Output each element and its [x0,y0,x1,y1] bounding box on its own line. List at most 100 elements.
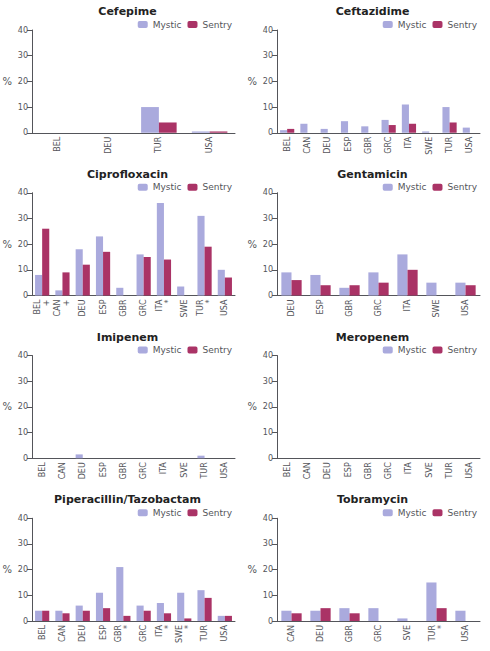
svg-text:%: % [2,76,12,87]
svg-text:10: 10 [263,591,273,600]
svg-text:CAN: CAN [303,462,312,479]
svg-text:30: 30 [263,214,273,223]
svg-text:Sentry: Sentry [447,182,477,192]
svg-text:Sentry: Sentry [202,508,232,518]
svg-text:GRC: GRC [139,462,148,479]
svg-text:Ceftazidime: Ceftazidime [336,5,410,18]
svg-text:*: * [205,300,214,304]
svg-text:DEU: DEU [323,462,332,479]
svg-text:30: 30 [263,51,273,60]
svg-text:40: 40 [18,188,28,197]
svg-text:Sentry: Sentry [202,182,232,192]
svg-text:Sentry: Sentry [447,345,477,355]
svg-text:TUR: TUR [196,299,205,317]
svg-text:DEU: DEU [78,625,87,642]
svg-text:TUR: TUR [445,136,454,154]
svg-text:BEL: BEL [283,136,292,152]
svg-text:GBR: GBR [364,462,373,480]
svg-text:DEU: DEU [104,137,113,154]
svg-text:SWE: SWE [425,137,434,155]
svg-text:USA: USA [461,299,470,316]
svg-text:0: 0 [268,128,273,137]
svg-text:*: * [184,625,193,629]
svg-text:USA: USA [220,462,229,479]
svg-text:BEL: BEL [283,462,292,478]
svg-text:0: 0 [23,617,28,626]
svg-text:10: 10 [18,591,28,600]
svg-text:+: + [62,300,71,307]
svg-text:20: 20 [18,77,28,86]
svg-text:GBR: GBR [119,299,128,317]
svg-text:GRC: GRC [374,299,383,316]
svg-text:Gentamicin: Gentamicin [337,168,407,181]
svg-text:DEU: DEU [78,462,87,479]
svg-text:0: 0 [268,617,273,626]
svg-text:USA: USA [461,624,470,641]
svg-text:30: 30 [18,539,28,548]
svg-text:%: % [247,76,257,87]
svg-text:BEL: BEL [33,299,42,315]
svg-text:30: 30 [18,51,28,60]
svg-text:ITA: ITA [403,299,412,312]
svg-text:10: 10 [263,265,273,274]
svg-text:40: 40 [263,514,273,523]
svg-text:ITA: ITA [404,136,413,149]
svg-text:40: 40 [263,188,273,197]
svg-text:DEU: DEU [323,137,332,154]
svg-text:Cefepime: Cefepime [98,5,156,18]
svg-text:SVE: SVE [403,625,412,641]
svg-text:Ciprofloxacin: Ciprofloxacin [87,168,168,181]
svg-text:20: 20 [263,402,273,411]
svg-text:Imipenem: Imipenem [97,331,158,344]
svg-text:USA: USA [465,462,474,479]
svg-text:Mystic: Mystic [153,20,182,30]
svg-text:0: 0 [23,128,28,137]
svg-text:10: 10 [18,428,28,437]
svg-text:%: % [2,239,12,250]
svg-text:Piperacillin/Tazobactam: Piperacillin/Tazobactam [54,493,201,506]
svg-text:Mystic: Mystic [398,20,427,30]
svg-text:Mystic: Mystic [398,508,427,518]
svg-text:CAN: CAN [303,137,312,154]
svg-text:%: % [247,564,257,575]
svg-text:USA: USA [205,136,214,153]
svg-text:0: 0 [268,454,273,463]
svg-text:DEU: DEU [287,299,296,316]
svg-text:ESP: ESP [344,137,353,152]
svg-text:SVE: SVE [180,462,189,478]
svg-text:Mystic: Mystic [153,182,182,192]
svg-text:GBR: GBR [345,625,354,643]
svg-text:TUR: TUR [200,462,209,480]
svg-text:40: 40 [263,351,273,360]
svg-text:20: 20 [18,565,28,574]
svg-text:GRC: GRC [139,625,148,642]
svg-text:%: % [2,401,12,412]
svg-text:CAN: CAN [58,625,67,642]
svg-text:Tobramycin: Tobramycin [337,493,408,506]
svg-text:Mystic: Mystic [153,508,182,518]
svg-text:GBR: GBR [364,136,373,154]
svg-text:20: 20 [18,402,28,411]
svg-text:BEL: BEL [38,624,47,640]
svg-text:10: 10 [18,103,28,112]
svg-text:CAN: CAN [53,299,62,316]
svg-text:40: 40 [18,26,28,35]
svg-text:0: 0 [23,291,28,300]
svg-text:Mystic: Mystic [398,182,427,192]
svg-text:Sentry: Sentry [202,20,232,30]
svg-text:20: 20 [263,77,273,86]
svg-text:TUR: TUR [428,625,437,643]
svg-text:*: * [164,300,173,304]
svg-text:10: 10 [263,103,273,112]
svg-text:40: 40 [263,26,273,35]
svg-text:Sentry: Sentry [202,345,232,355]
svg-text:Mystic: Mystic [398,345,427,355]
svg-text:GBR: GBR [114,625,123,643]
svg-text:+: + [42,300,51,307]
svg-text:Sentry: Sentry [447,508,477,518]
svg-text:GBR: GBR [119,462,128,480]
svg-text:*: * [123,625,132,629]
svg-text:ITA: ITA [159,462,168,475]
svg-text:10: 10 [263,428,273,437]
svg-text:ITA: ITA [404,462,413,475]
